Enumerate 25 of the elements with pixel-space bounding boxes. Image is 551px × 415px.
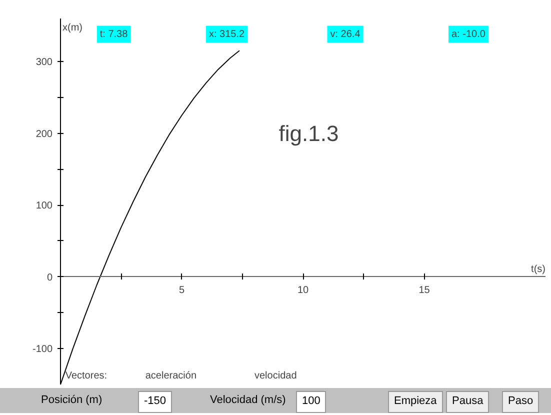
annotation: t: 7.38 [100, 28, 128, 40]
annotation: x: 315.2 [209, 28, 246, 40]
y-tick-label: 300 [36, 57, 53, 68]
x-tick-label: 15 [418, 284, 430, 296]
y-tick-label: 100 [36, 200, 53, 212]
text: Posición (m) [40, 393, 104, 408]
annotation: Vectores: [65, 370, 108, 382]
annotation: a: -10.0 [452, 28, 486, 40]
text: -150 [138, 391, 172, 413]
text: Velocidad (m/s) [209, 393, 287, 408]
x-axis-title: t(s) [531, 264, 546, 275]
text: Pausa [446, 391, 490, 413]
x-tick-label: 10 [297, 284, 309, 296]
text: Paso [502, 391, 540, 413]
y-tick-label: 0 [46, 272, 53, 284]
text: Empieza [388, 391, 443, 413]
text: 100 [296, 391, 326, 413]
y-tick-label: -100 [32, 344, 53, 356]
x-tick-label: 5 [178, 284, 185, 296]
annotation: aceleración [145, 370, 197, 382]
y-axis-title: x(m) [62, 22, 82, 34]
annotation: velocidad [254, 370, 297, 382]
annotation: v: 26.4 [330, 28, 361, 40]
annotation: fig.1.3 [278, 120, 339, 146]
y-tick-label: 200 [36, 128, 53, 140]
